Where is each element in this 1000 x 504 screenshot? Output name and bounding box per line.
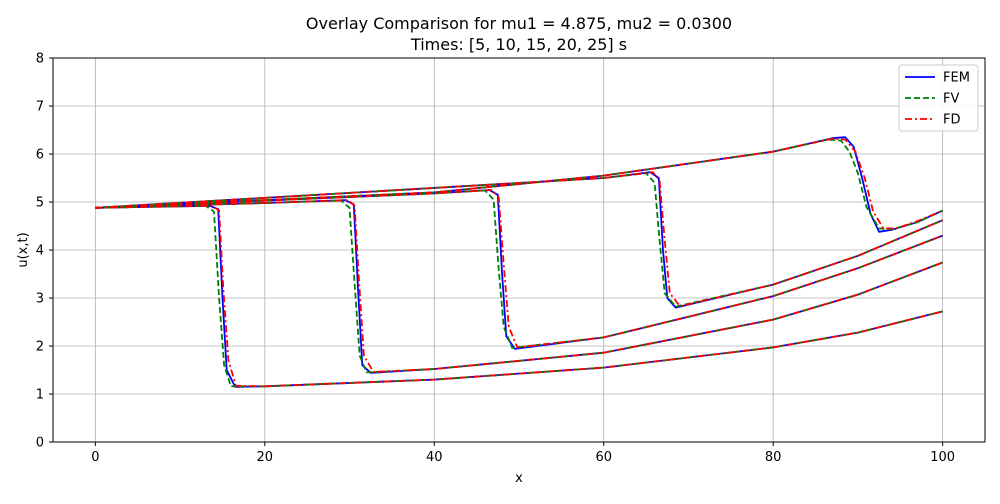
x-axis-label: x [515,471,523,486]
legend-label-fd: FD [943,113,961,128]
series-line-fd-t25 [95,137,943,230]
y-tick-label: 1 [36,388,44,403]
y-tick-label: 4 [36,244,44,259]
series-line-fd-t20 [95,171,943,308]
x-tick-label: 0 [91,450,99,465]
grid [53,57,985,443]
plot-lines [95,136,943,388]
series-line-fd-t5 [95,204,943,388]
x-axis: 0 20 40 60 80 100 [91,442,955,465]
legend-label-fv: FV [943,92,959,107]
x-tick-label: 60 [595,450,612,465]
y-tick-label: 0 [36,436,44,451]
legend: FEM FV FD [898,64,979,132]
chart-title: Overlay Comparison for mu1 = 4.875, mu2 … [306,14,732,33]
x-tick-label: 100 [930,450,955,465]
series-line-fd-t10 [95,199,943,373]
y-tick-label: 5 [36,196,44,211]
series-line-fem-t5 [95,204,943,388]
y-tick-label: 6 [36,148,44,163]
legend-label-fem: FEM [943,71,970,86]
y-axis: 0 1 2 3 4 5 6 7 8 [36,52,53,451]
x-tick-label: 20 [257,450,274,465]
x-tick-label: 40 [426,450,443,465]
series-line-fv-t25 [95,138,943,231]
series-line-fv-t10 [95,199,943,374]
legend-box [898,64,979,132]
y-tick-label: 7 [36,100,44,115]
x-tick-label: 80 [765,450,782,465]
chart-subtitle: Times: [5, 10, 15, 20, 25] s [410,35,627,54]
y-tick-label: 3 [36,292,44,307]
y-axis-label: u(x,t) [16,232,31,267]
series-line-fv-t20 [95,172,943,308]
y-tick-label: 8 [36,52,44,67]
y-tick-label: 2 [36,340,44,355]
series-line-fd-t15 [95,189,943,349]
